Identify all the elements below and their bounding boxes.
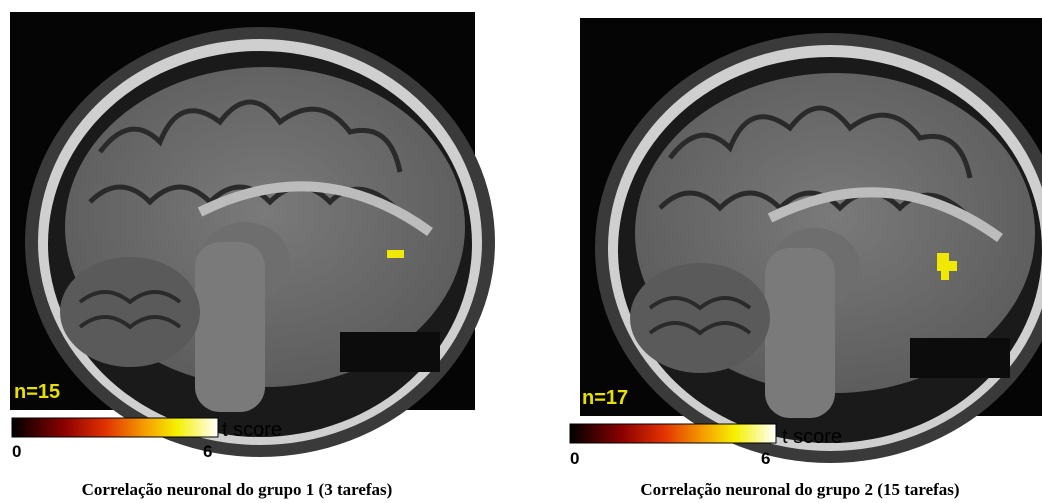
panel-1: n=15 t score 0 6 Correlação neuronal do …: [10, 12, 495, 499]
color-scale: [12, 418, 218, 437]
n-label: n=17: [582, 387, 628, 409]
scale-title: t score: [782, 426, 842, 448]
scale-title: t score: [222, 419, 282, 441]
mri-image: [580, 18, 1042, 463]
scale-min: 0: [570, 449, 579, 468]
caption: Correlação neuronal do grupo 1 (3 tarefa…: [82, 480, 393, 499]
scale-min: 0: [12, 442, 21, 461]
mri-image: [10, 12, 495, 457]
activation: [387, 250, 404, 258]
scale-max: 6: [203, 442, 212, 461]
figure: n=15 t score 0 6 Correlação neuronal do …: [0, 0, 1042, 503]
panel-2: n=17 t score 0 6 Correlação neuronal do …: [570, 18, 1042, 499]
scale-max: 6: [761, 449, 770, 468]
n-label: n=15: [14, 381, 60, 403]
caption: Correlação neuronal do grupo 2 (15 taref…: [640, 480, 959, 499]
color-scale: [570, 424, 776, 443]
